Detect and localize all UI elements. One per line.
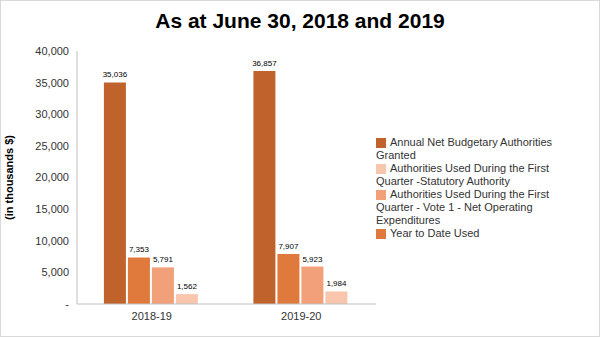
svg-text:5,791: 5,791 — [153, 255, 174, 264]
svg-text:35,000: 35,000 — [35, 77, 69, 89]
svg-text:7,353: 7,353 — [129, 245, 150, 254]
svg-text:25,000: 25,000 — [35, 140, 69, 152]
html-text:Authorities Used During the Fi: Authorities Used During the First Quarte… — [376, 187, 549, 226]
svg-text:36,857: 36,857 — [252, 59, 277, 68]
svg-text:35,036: 35,036 — [103, 70, 128, 79]
svg-text:2018-19: 2018-19 — [132, 310, 172, 322]
html-text:Authorities Used During the Fi: Authorities Used During the First Quarte… — [376, 161, 549, 187]
svg-text:30,000: 30,000 — [35, 108, 69, 120]
svg-text:5,923: 5,923 — [302, 255, 323, 264]
svg-text:2019-20: 2019-20 — [281, 310, 321, 322]
svg-text:-: - — [65, 298, 69, 310]
svg-text:7,907: 7,907 — [278, 242, 299, 251]
svg-text:40,000: 40,000 — [35, 45, 69, 57]
svg-text:15,000: 15,000 — [35, 203, 69, 215]
svg-text:1,562: 1,562 — [177, 282, 198, 291]
svg-text:(in thousands $): (in thousands $) — [8, 135, 15, 220]
svg-text:20,000: 20,000 — [35, 171, 69, 183]
html-text:As at June 30, 2018 and 2019: As at June 30, 2018 and 2019 — [155, 9, 445, 32]
html-text:Year to Date Used: Year to Date Used — [390, 226, 480, 239]
html-text:Annual Net Budgetary Authoriti: Annual Net Budgetary Authorities Granted — [376, 135, 552, 161]
svg-text:1,984: 1,984 — [326, 279, 347, 288]
svg-text:5,000: 5,000 — [41, 266, 69, 278]
svg-text:10,000: 10,000 — [35, 235, 69, 247]
